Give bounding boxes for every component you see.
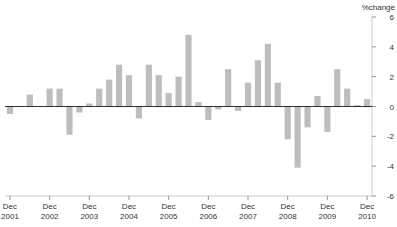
zero-line: [5, 106, 372, 107]
x-tick: [248, 196, 249, 200]
x-tick-label: Dec2001: [1, 202, 19, 221]
y-tick-label: -4: [387, 162, 395, 171]
bar: [304, 107, 310, 128]
y-tick-label: 2: [390, 73, 395, 82]
x-tick: [208, 196, 209, 200]
x-axis: [5, 196, 372, 197]
y-tick-label: 6: [390, 13, 395, 22]
bar: [96, 89, 102, 107]
bar: [344, 89, 350, 107]
y-axis-label: %change: [362, 3, 396, 12]
y-tick-label: 4: [390, 43, 395, 52]
bar: [146, 65, 152, 107]
y-tick-label: -2: [387, 132, 395, 141]
y-tick: [372, 166, 376, 167]
x-tick-label: Dec2004: [120, 202, 138, 221]
bar: [245, 83, 251, 107]
x-tick-label: Dec2006: [199, 202, 217, 221]
y-tick: [372, 17, 376, 18]
y-tick: [372, 196, 376, 197]
bar: [126, 75, 132, 106]
x-tick-label: Dec2005: [160, 202, 178, 221]
bar: [334, 69, 340, 106]
bar: [116, 65, 122, 107]
bar: [47, 89, 53, 107]
y-tick-label: -6: [387, 192, 395, 201]
bar: [185, 35, 191, 107]
bar: [324, 107, 330, 132]
x-tick: [128, 196, 129, 200]
x-tick-label: Dec2010: [358, 202, 376, 221]
x-tick-label: Dec2003: [80, 202, 98, 221]
bar: [215, 107, 221, 110]
x-tick: [49, 196, 50, 200]
bar: [136, 107, 142, 119]
bar: [225, 69, 231, 106]
x-tick: [367, 196, 368, 200]
bar: [235, 107, 241, 111]
bar: [364, 99, 370, 106]
x-tick-label: Dec2002: [41, 202, 59, 221]
bar: [285, 107, 291, 140]
bar: [106, 80, 112, 107]
bar: [86, 104, 92, 107]
bar: [66, 107, 72, 135]
bar: [7, 107, 13, 114]
y-tick-label: 0: [390, 103, 395, 112]
bar: [27, 95, 33, 107]
chart: %change -6 -4 -2 0 2 4 6 Dec2001 Dec2002 Dec2003 De…: [0, 0, 397, 227]
bar: [255, 60, 261, 106]
bar: [176, 77, 182, 107]
x-tick-label: Dec2009: [318, 202, 336, 221]
bar: [56, 89, 62, 107]
x-tick-label: Dec2007: [239, 202, 257, 221]
bar: [314, 96, 320, 106]
y-tick: [372, 136, 376, 137]
y-tick: [372, 46, 376, 47]
x-tick: [168, 196, 169, 200]
bars: [7, 35, 370, 168]
bar: [265, 44, 271, 107]
x-tick: [9, 196, 10, 200]
bar: [156, 75, 162, 106]
x-tick: [89, 196, 90, 200]
x-tick-label: Dec2008: [279, 202, 297, 221]
bar: [205, 107, 211, 120]
bar: [195, 102, 201, 106]
bar: [76, 107, 82, 113]
bar: [295, 107, 301, 168]
bar: [275, 83, 281, 107]
bar: [166, 93, 172, 106]
x-tick: [327, 196, 328, 200]
x-tick: [287, 196, 288, 200]
y-tick: [372, 106, 376, 107]
y-tick: [372, 76, 376, 77]
